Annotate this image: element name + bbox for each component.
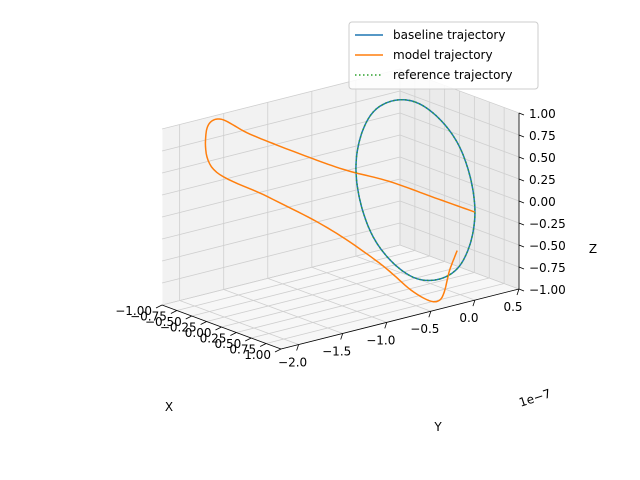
tick-mark [472, 299, 476, 307]
tick-mark [230, 332, 237, 336]
series-lines [204, 98, 476, 303]
tick-label: −1.0 [366, 333, 395, 347]
legend-label-0: baseline trajectory [393, 28, 505, 42]
tick-mark [516, 288, 520, 296]
tick-label: 1.00 [244, 348, 271, 362]
x-axis-label: X [165, 400, 173, 414]
tick-label: −2.0 [278, 356, 307, 370]
tick-label: −1.00 [529, 283, 566, 297]
grid-line [179, 300, 299, 345]
tick-label: 0.50 [215, 337, 242, 351]
grid-line [161, 156, 401, 218]
tick-mark [340, 333, 344, 340]
tick-mark [245, 337, 252, 342]
grid-line [311, 266, 431, 312]
grid-line [223, 289, 343, 334]
grid-line [161, 200, 401, 262]
tick-mark [518, 288, 525, 292]
grid-line [399, 112, 520, 158]
grid-line [399, 90, 520, 136]
grid-line [399, 156, 520, 202]
y-offset-label: 1e−7 [517, 386, 552, 409]
tick-label: −1.5 [322, 344, 351, 358]
tick-mark [170, 310, 178, 314]
grid-line [191, 255, 430, 317]
tick-mark [384, 322, 388, 329]
series-line-2 [355, 98, 476, 282]
tick-mark [518, 134, 525, 138]
grid-line [399, 134, 520, 180]
tick-label: 0.0 [459, 311, 478, 325]
tick-mark [185, 315, 192, 320]
tick-label: 0.75 [229, 343, 256, 357]
y-axis-line [280, 288, 520, 350]
grid-line [161, 222, 401, 284]
grid-line [221, 266, 460, 328]
tick-mark [259, 343, 267, 347]
grid-line [161, 134, 401, 196]
tick-label: 0.75 [529, 129, 556, 143]
grid-line [399, 200, 520, 246]
tick-mark [428, 311, 432, 318]
tick-label: −0.25 [529, 217, 566, 231]
tick-label: 0.25 [529, 173, 556, 187]
tick-mark [155, 304, 163, 309]
tick-label: −0.50 [529, 239, 566, 253]
legend-box [348, 21, 539, 90]
tick-label: 1.00 [529, 107, 556, 121]
legend-label-2: reference trajectory [393, 68, 513, 82]
tick-mark [518, 156, 525, 160]
tick-label: 0.00 [529, 195, 556, 209]
tick-label: −0.5 [410, 322, 439, 336]
tick-label: −0.50 [145, 315, 182, 329]
tick-mark [296, 344, 300, 351]
tick-mark [518, 244, 525, 248]
grid-line [399, 222, 520, 268]
tick-label: 0.25 [200, 332, 227, 346]
tick-mark [274, 348, 282, 353]
tick-mark [200, 321, 207, 325]
tick-label: −0.25 [160, 321, 197, 335]
tick-label: 0.00 [185, 326, 212, 340]
grid-line [399, 178, 520, 224]
grid-line [267, 277, 387, 323]
tick-label: 0.50 [529, 151, 556, 165]
series-line-1 [204, 118, 476, 303]
tick-label: 0.5 [503, 300, 522, 314]
tick-mark [215, 326, 222, 331]
grid-line [161, 112, 401, 174]
grid-line [251, 277, 490, 339]
grid-line [161, 178, 401, 240]
legend: baseline trajectory model trajectory refer… [348, 21, 539, 90]
tick-mark [518, 266, 525, 270]
tick-mark [518, 178, 525, 182]
tick-label: −0.75 [130, 310, 167, 324]
grid-line [266, 283, 505, 344]
tick-mark [518, 222, 525, 226]
tick-mark [518, 112, 525, 116]
grid-line [161, 90, 401, 152]
grid-line [206, 261, 445, 322]
legend-label-1: model trajectory [393, 48, 493, 62]
axis-edges [155, 112, 525, 353]
tick-label: −0.75 [529, 261, 566, 275]
tick-label: −1.00 [115, 304, 152, 318]
tick-labels: −1.00−0.75−0.50−0.250.000.250.500.751.00… [115, 107, 566, 370]
grid-line [161, 244, 401, 306]
tick-mark [518, 200, 525, 204]
z-axis-label: Z [589, 242, 597, 256]
y-axis-label: Y [433, 420, 442, 434]
grid-line [236, 272, 475, 333]
